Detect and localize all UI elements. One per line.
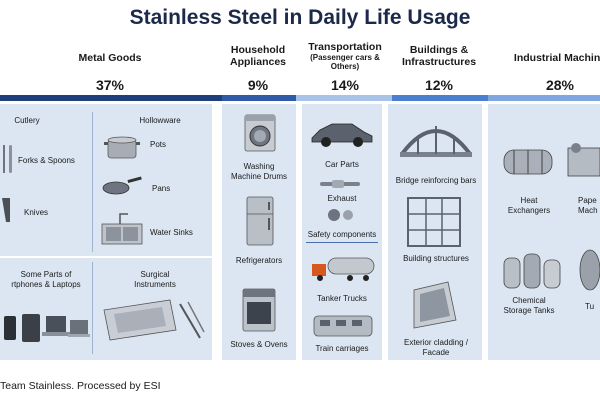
- safety-label: Safety components: [307, 230, 377, 239]
- refrigerators-label: Refrigerators: [235, 256, 283, 265]
- exhaust-label: Exhaust: [327, 194, 357, 203]
- hollowware-header: Hollowware: [139, 116, 181, 125]
- knife-icon: [2, 198, 10, 222]
- paper-line1: Pape: [578, 196, 597, 205]
- source-footer: Team Stainless. Processed by ESI: [0, 380, 161, 392]
- page-title: Stainless Steel in Daily Life Usage: [129, 6, 471, 29]
- category-label: Metal Goods: [78, 52, 142, 64]
- category-label: Transportation: [308, 41, 382, 53]
- pct-household: 9%: [247, 77, 269, 93]
- car-icon: [311, 123, 373, 147]
- tanker-label: Tanker Trucks: [317, 294, 367, 303]
- bridge-icon: [400, 126, 472, 157]
- washing-line1: Washing: [243, 162, 275, 171]
- surgical-line1: Surgical: [140, 270, 170, 279]
- stove-icon: [242, 288, 276, 332]
- gear-icon: [328, 209, 353, 221]
- phones-laptops-label: Some Parts of rtphones & Laptops: [0, 270, 92, 290]
- paper-machine-label: Pape Mach: [578, 196, 600, 216]
- pct-buildings: 12%: [424, 77, 454, 93]
- cladding-line2: Facade: [422, 348, 450, 357]
- divider: [92, 262, 93, 354]
- category-industrial: Industrial Machine: [505, 52, 600, 64]
- phones-laptops-line1: Some Parts of: [20, 270, 72, 279]
- turbine-icon: [579, 249, 600, 291]
- category-household: Household Appliances: [222, 44, 294, 68]
- heat-line2: Exchangers: [507, 206, 551, 215]
- pots-label: Pots: [150, 140, 167, 149]
- washing-machine-icon: [244, 114, 276, 152]
- category-label: Household Appliances: [229, 44, 287, 68]
- forks-spoons-label: Forks & Spoons: [18, 156, 75, 165]
- train-label: Train carriages: [315, 344, 369, 353]
- heat-exchangers-label: Heat Exchangers: [494, 196, 564, 216]
- surgical-tray-icon: [103, 299, 205, 341]
- surgical-line2: Instruments: [134, 280, 176, 289]
- water-sinks-label: Water Sinks: [150, 228, 193, 237]
- share-bar-buildings: [392, 95, 488, 101]
- bridge-label: Bridge reinforcing bars: [395, 176, 477, 185]
- divider: [306, 242, 378, 243]
- pans-label: Pans: [152, 184, 171, 193]
- knives-label: Knives: [24, 208, 49, 217]
- washing-label: Washing Machine Drums: [224, 162, 294, 182]
- pan-icon: [102, 176, 142, 195]
- refrigerator-icon: [246, 196, 274, 246]
- phones-laptops-line2: rtphones & Laptops: [11, 280, 81, 289]
- category-sublabel: (Passenger cars & Others): [310, 53, 380, 71]
- category-buildings: Buildings & Infrastructures: [393, 44, 485, 68]
- storage-tank-icon: [503, 253, 561, 289]
- chem-line1: Chemical: [512, 296, 546, 305]
- cutlery-header: Cutlery: [14, 116, 40, 125]
- divider: [92, 112, 93, 252]
- pct-industrial: 28%: [545, 77, 575, 93]
- car-parts-label: Car Parts: [325, 160, 359, 169]
- share-bar-transportation: [296, 95, 392, 101]
- panel-industrial: [488, 104, 600, 360]
- exhaust-icon: [320, 180, 360, 188]
- pct-transportation: 14%: [330, 77, 360, 93]
- category-metal-goods: Metal Goods: [40, 52, 180, 64]
- category-transportation: Transportation (Passenger cars & Others): [300, 41, 390, 71]
- chem-line2: Storage Tanks: [503, 306, 555, 315]
- heat-line1: Heat: [520, 196, 538, 205]
- heat-exchanger-icon: [503, 149, 553, 175]
- facade-icon: [413, 281, 457, 329]
- train-icon: [313, 315, 373, 337]
- surgical-label: Surgical Instruments: [110, 270, 200, 290]
- pct-metal-goods: 37%: [95, 77, 125, 93]
- phone-laptop-icon: [4, 314, 90, 342]
- fork-spoon-icon: [3, 145, 12, 173]
- tanker-truck-icon: [312, 257, 375, 281]
- divider: [0, 256, 212, 258]
- share-bar-household: [222, 95, 296, 101]
- structures-label: Building structures: [403, 254, 469, 263]
- share-bar-industrial: [488, 95, 600, 101]
- cladding-line1: Exterior cladding /: [403, 338, 469, 347]
- building-frame-icon: [407, 197, 461, 247]
- paper-line2: Mach: [578, 206, 598, 215]
- turbine-label: Tu: [585, 302, 595, 311]
- pot-icon: [104, 136, 140, 159]
- sink-icon: [101, 213, 143, 245]
- share-bar-metal-goods: [0, 95, 222, 101]
- category-label: Industrial Machine: [513, 52, 600, 64]
- washing-line2: Machine Drums: [230, 172, 287, 181]
- cladding-label: Exterior cladding / Facade: [388, 338, 484, 358]
- stoves-label: Stoves & Ovens: [230, 340, 288, 349]
- chemical-tanks-label: Chemical Storage Tanks: [494, 296, 564, 316]
- category-label: Buildings & Infrastructures: [401, 44, 477, 68]
- paper-machine-icon: [567, 143, 600, 177]
